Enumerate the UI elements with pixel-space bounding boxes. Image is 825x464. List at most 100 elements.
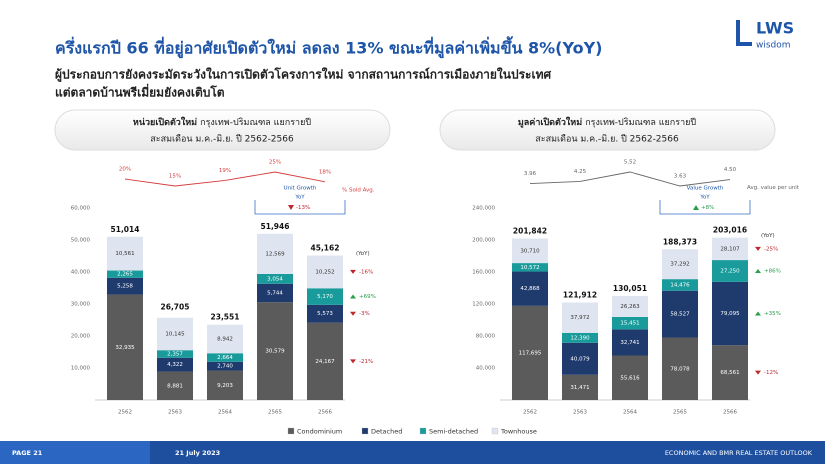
x-tick-label: 2562 [523, 410, 537, 416]
growth-title: Value Growth [687, 186, 724, 192]
top-line-label: 3.96 [524, 171, 537, 177]
yoy-arrow [350, 359, 356, 364]
segment-label: 2,265 [117, 272, 133, 278]
segment-label: 40,079 [570, 356, 590, 362]
segment-label: 32,741 [620, 340, 639, 346]
growth-arrow [693, 205, 699, 210]
y-tick-label: 30,000 [71, 302, 91, 308]
segment-label: 10,145 [165, 331, 185, 337]
yoy-label: +86% [764, 268, 781, 274]
segment-label: 5,744 [267, 290, 283, 296]
bar-segment [712, 237, 748, 261]
segment-label: 8,942 [217, 336, 233, 342]
total-label: 51,014 [111, 225, 140, 234]
growth-arrow [288, 205, 294, 210]
bar-segment [207, 353, 243, 362]
y-tick-label: 160,000 [472, 270, 495, 276]
y-tick-label: 50,000 [71, 238, 91, 244]
bar-segment [612, 355, 648, 400]
x-tick-label: 2563 [573, 410, 587, 416]
legend-swatch [361, 427, 369, 435]
x-tick-label: 2564 [623, 410, 637, 416]
x-tick-label: 2566 [723, 410, 737, 416]
y-tick-label: 240,000 [472, 206, 495, 212]
bar-segment [107, 277, 143, 295]
bar-segment [712, 345, 748, 400]
yoy-arrow [755, 370, 761, 375]
bar-segment [662, 337, 698, 400]
bar-segment [512, 238, 548, 264]
segment-label: 55,616 [620, 375, 640, 381]
growth-bracket [659, 200, 751, 215]
segment-label: 5,573 [317, 311, 333, 317]
chart-title: มูลค่าเปิดตัวใหม่ กรุงเทพ-ปริมณฑล แยกรายป… [518, 116, 697, 128]
growth-sub: YoY [294, 195, 305, 201]
segment-label: 15,451 [620, 321, 639, 327]
chart-title: หน่วยเปิดตัวใหม่ กรุงเทพ-ปริมณฑล แยกรายปี [133, 116, 311, 128]
segment-label: 30,579 [265, 349, 285, 355]
segment-label: 14,476 [670, 282, 690, 288]
total-label: 130,051 [613, 284, 647, 293]
top-line-label: 4.25 [574, 169, 587, 175]
chart-title: กรุงเทพ-ปริมณฑล แยกรายปี [585, 117, 696, 128]
yoy-header: (YoY) [356, 251, 370, 257]
bar-segment [257, 233, 293, 274]
top-line-label: 25% [269, 160, 281, 166]
legend-label: Semi-detached [429, 428, 478, 436]
segment-label: 5,170 [317, 294, 333, 300]
bar-segment [662, 290, 698, 338]
legend-label: Condominium [297, 428, 342, 436]
growth-bracket [254, 200, 346, 215]
bar-segment [307, 322, 343, 400]
segment-label: 3,054 [267, 276, 283, 282]
total-label: 121,912 [563, 290, 597, 299]
bar-segment [562, 342, 598, 375]
top-line [124, 171, 326, 187]
footer-page: PAGE 21 [12, 449, 43, 457]
bar-segment [157, 350, 193, 358]
yoy-label: -3% [359, 311, 370, 317]
chart-title: มูลค่าเปิดตัวใหม่ [518, 116, 582, 128]
total-label: 26,705 [161, 303, 190, 312]
y-tick-label: 60,000 [71, 206, 91, 212]
bar-segment [257, 283, 293, 303]
x-tick-label: 2564 [218, 410, 232, 416]
top-line-label: 18% [319, 169, 331, 175]
chart-title: กรุงเทพ-ปริมณฑล แยกรายปี [200, 117, 311, 128]
y-tick-label: 10,000 [71, 366, 91, 372]
bar-segment [207, 370, 243, 400]
bar-segment [612, 329, 648, 356]
y-tick-label: 120,000 [472, 302, 495, 308]
segment-label: 32,935 [115, 345, 135, 351]
legend-swatch [491, 427, 499, 435]
yoy-label: +69% [359, 294, 376, 300]
segment-label: 117,695 [519, 350, 542, 356]
bar-segment [612, 295, 648, 317]
top-line-label: 5.52 [624, 160, 636, 166]
bar-segment [712, 281, 748, 346]
x-tick-label: 2563 [168, 410, 182, 416]
chart-title: หน่วยเปิดตัวใหม่ [133, 116, 197, 128]
bar-segment [712, 260, 748, 282]
bar-segment [512, 305, 548, 400]
segment-label: 28,107 [720, 246, 740, 252]
top-line-label: 3.63 [674, 174, 687, 180]
x-tick-label: 2566 [318, 410, 332, 416]
segment-label: 68,561 [720, 370, 739, 376]
chart-subtitle: สะสมเดือน ม.ค.-มิ.ย. ปี 2562-2566 [150, 134, 294, 145]
yoy-arrow [350, 269, 356, 274]
page-title: ครึ่งแรกปี 66 ที่อยู่อาศัยเปิดตัวใหม่ ลด… [55, 36, 603, 60]
panel-header [439, 109, 776, 151]
bar-segment [307, 255, 343, 289]
bar-segment [207, 324, 243, 354]
legend-label: Townhouse [500, 428, 537, 436]
x-tick-label: 2565 [268, 410, 282, 416]
growth-sub: YoY [699, 195, 710, 201]
footer-date: 21 July 2023 [175, 449, 220, 457]
logo-text: LWS [756, 19, 794, 38]
segment-label: 5,258 [117, 284, 133, 290]
segment-label: 26,263 [620, 304, 640, 310]
segment-label: 2,740 [217, 364, 233, 370]
y-tick-label: 200,000 [472, 238, 495, 244]
bar-segment [157, 371, 193, 400]
